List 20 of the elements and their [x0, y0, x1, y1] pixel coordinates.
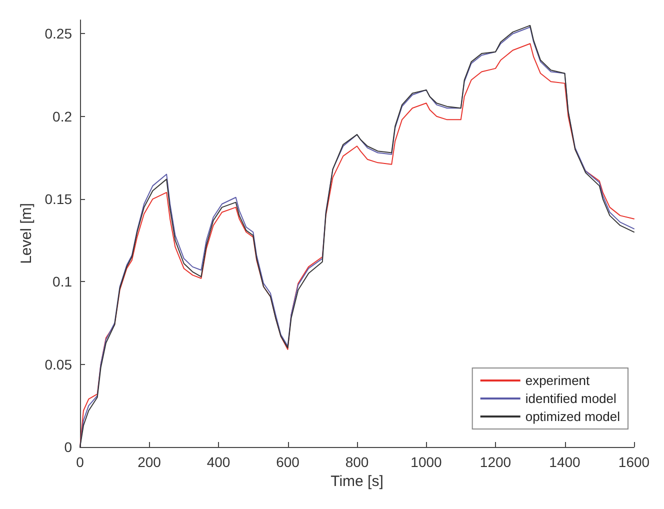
x-tick-label: 1400 [549, 454, 581, 470]
legend-label: identified model [525, 391, 617, 406]
legend-label: experiment [525, 373, 590, 388]
y-tick-label: 0.05 [44, 356, 72, 372]
x-tick-label: 400 [206, 454, 230, 470]
legend-label: optimized model [525, 409, 620, 424]
x-tick-label: 200 [138, 454, 162, 470]
x-tick-label: 600 [276, 454, 300, 470]
y-tick-label: 0 [64, 439, 72, 455]
x-tick-label: 1000 [410, 454, 442, 470]
x-tick-label: 800 [345, 454, 369, 470]
x-axis-title: Time [s] [330, 472, 384, 490]
y-tick-label: 0.1 [52, 274, 72, 290]
y-tick-label: 0.15 [44, 191, 72, 208]
y-tick-label: 0.2 [52, 108, 72, 124]
y-tick-label: 0.25 [44, 26, 72, 42]
x-tick-label: 1600 [618, 454, 650, 470]
x-tick-label: 0 [76, 454, 84, 470]
x-tick-label: 1200 [480, 454, 512, 470]
y-axis-title: Level [m] [18, 203, 35, 264]
